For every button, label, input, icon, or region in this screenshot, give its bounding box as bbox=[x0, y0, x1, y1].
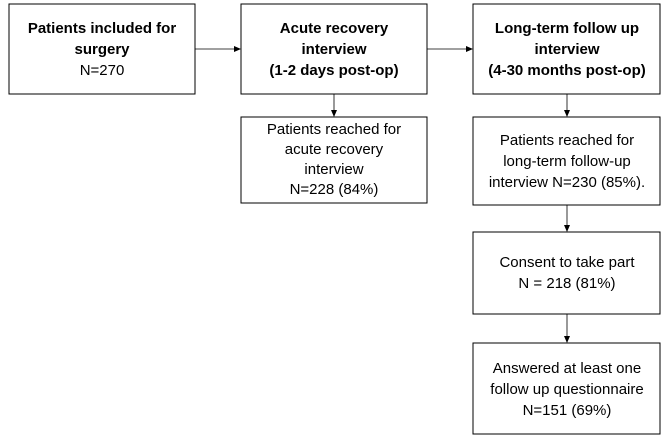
node-text: Patients included for bbox=[28, 20, 177, 37]
node-text: interview N=230 (85%). bbox=[489, 174, 645, 191]
box bbox=[240, 3, 428, 95]
box bbox=[472, 342, 661, 435]
node: Answered at least one follow up question… bbox=[472, 342, 661, 435]
box bbox=[472, 231, 661, 315]
node: Consent to take part N = 218 (81%) bbox=[472, 231, 661, 315]
box bbox=[8, 3, 196, 95]
connectors bbox=[195, 46, 570, 343]
node-text: N=270 bbox=[80, 62, 125, 79]
node: Long-term follow up interview (4-30 mont… bbox=[472, 3, 661, 95]
box bbox=[472, 3, 661, 95]
node-text: surgery bbox=[74, 41, 130, 58]
node-text: long-term follow-up bbox=[503, 153, 631, 170]
node-text: Consent to take part bbox=[499, 254, 635, 271]
node-text: N = 218 (81%) bbox=[518, 275, 615, 292]
node-text: Patients reached for bbox=[267, 121, 401, 138]
box bbox=[240, 116, 428, 204]
node-text: Patients reached for bbox=[500, 132, 634, 149]
node-text: N=228 (84%) bbox=[290, 181, 379, 198]
node-text: interview bbox=[301, 41, 366, 58]
node-text: Long-term follow up bbox=[495, 20, 639, 37]
arrowhead bbox=[564, 225, 570, 232]
arrowhead bbox=[564, 110, 570, 117]
arrowhead bbox=[331, 110, 337, 117]
node-text: follow up questionnaire bbox=[490, 381, 643, 398]
node: Patients included for surgery N=270 bbox=[8, 3, 196, 95]
node-text: acute recovery bbox=[285, 141, 384, 158]
node-text: interview bbox=[534, 41, 599, 58]
node-text: interview bbox=[304, 161, 363, 178]
node-text: (4-30 months post-op) bbox=[488, 62, 646, 79]
node: Patients reached for long-term follow-up… bbox=[472, 116, 661, 206]
box bbox=[472, 116, 661, 206]
arrowhead bbox=[466, 46, 473, 52]
arrowhead bbox=[234, 46, 241, 52]
node-text: (1-2 days post-op) bbox=[269, 62, 398, 79]
node: Acute recovery interview (1-2 days post-… bbox=[240, 3, 428, 95]
arrowhead bbox=[564, 336, 570, 343]
node-text: N=151 (69%) bbox=[523, 402, 612, 419]
node: Patients reached for acute recovery inte… bbox=[240, 116, 428, 204]
node-text: Acute recovery bbox=[280, 20, 389, 37]
node-text: Answered at least one bbox=[493, 360, 641, 377]
